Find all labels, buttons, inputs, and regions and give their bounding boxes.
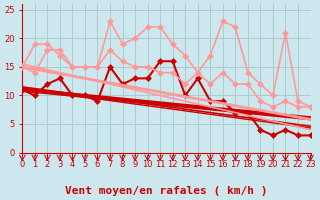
X-axis label: Vent moyen/en rafales ( km/h ): Vent moyen/en rafales ( km/h ) [65,186,268,196]
